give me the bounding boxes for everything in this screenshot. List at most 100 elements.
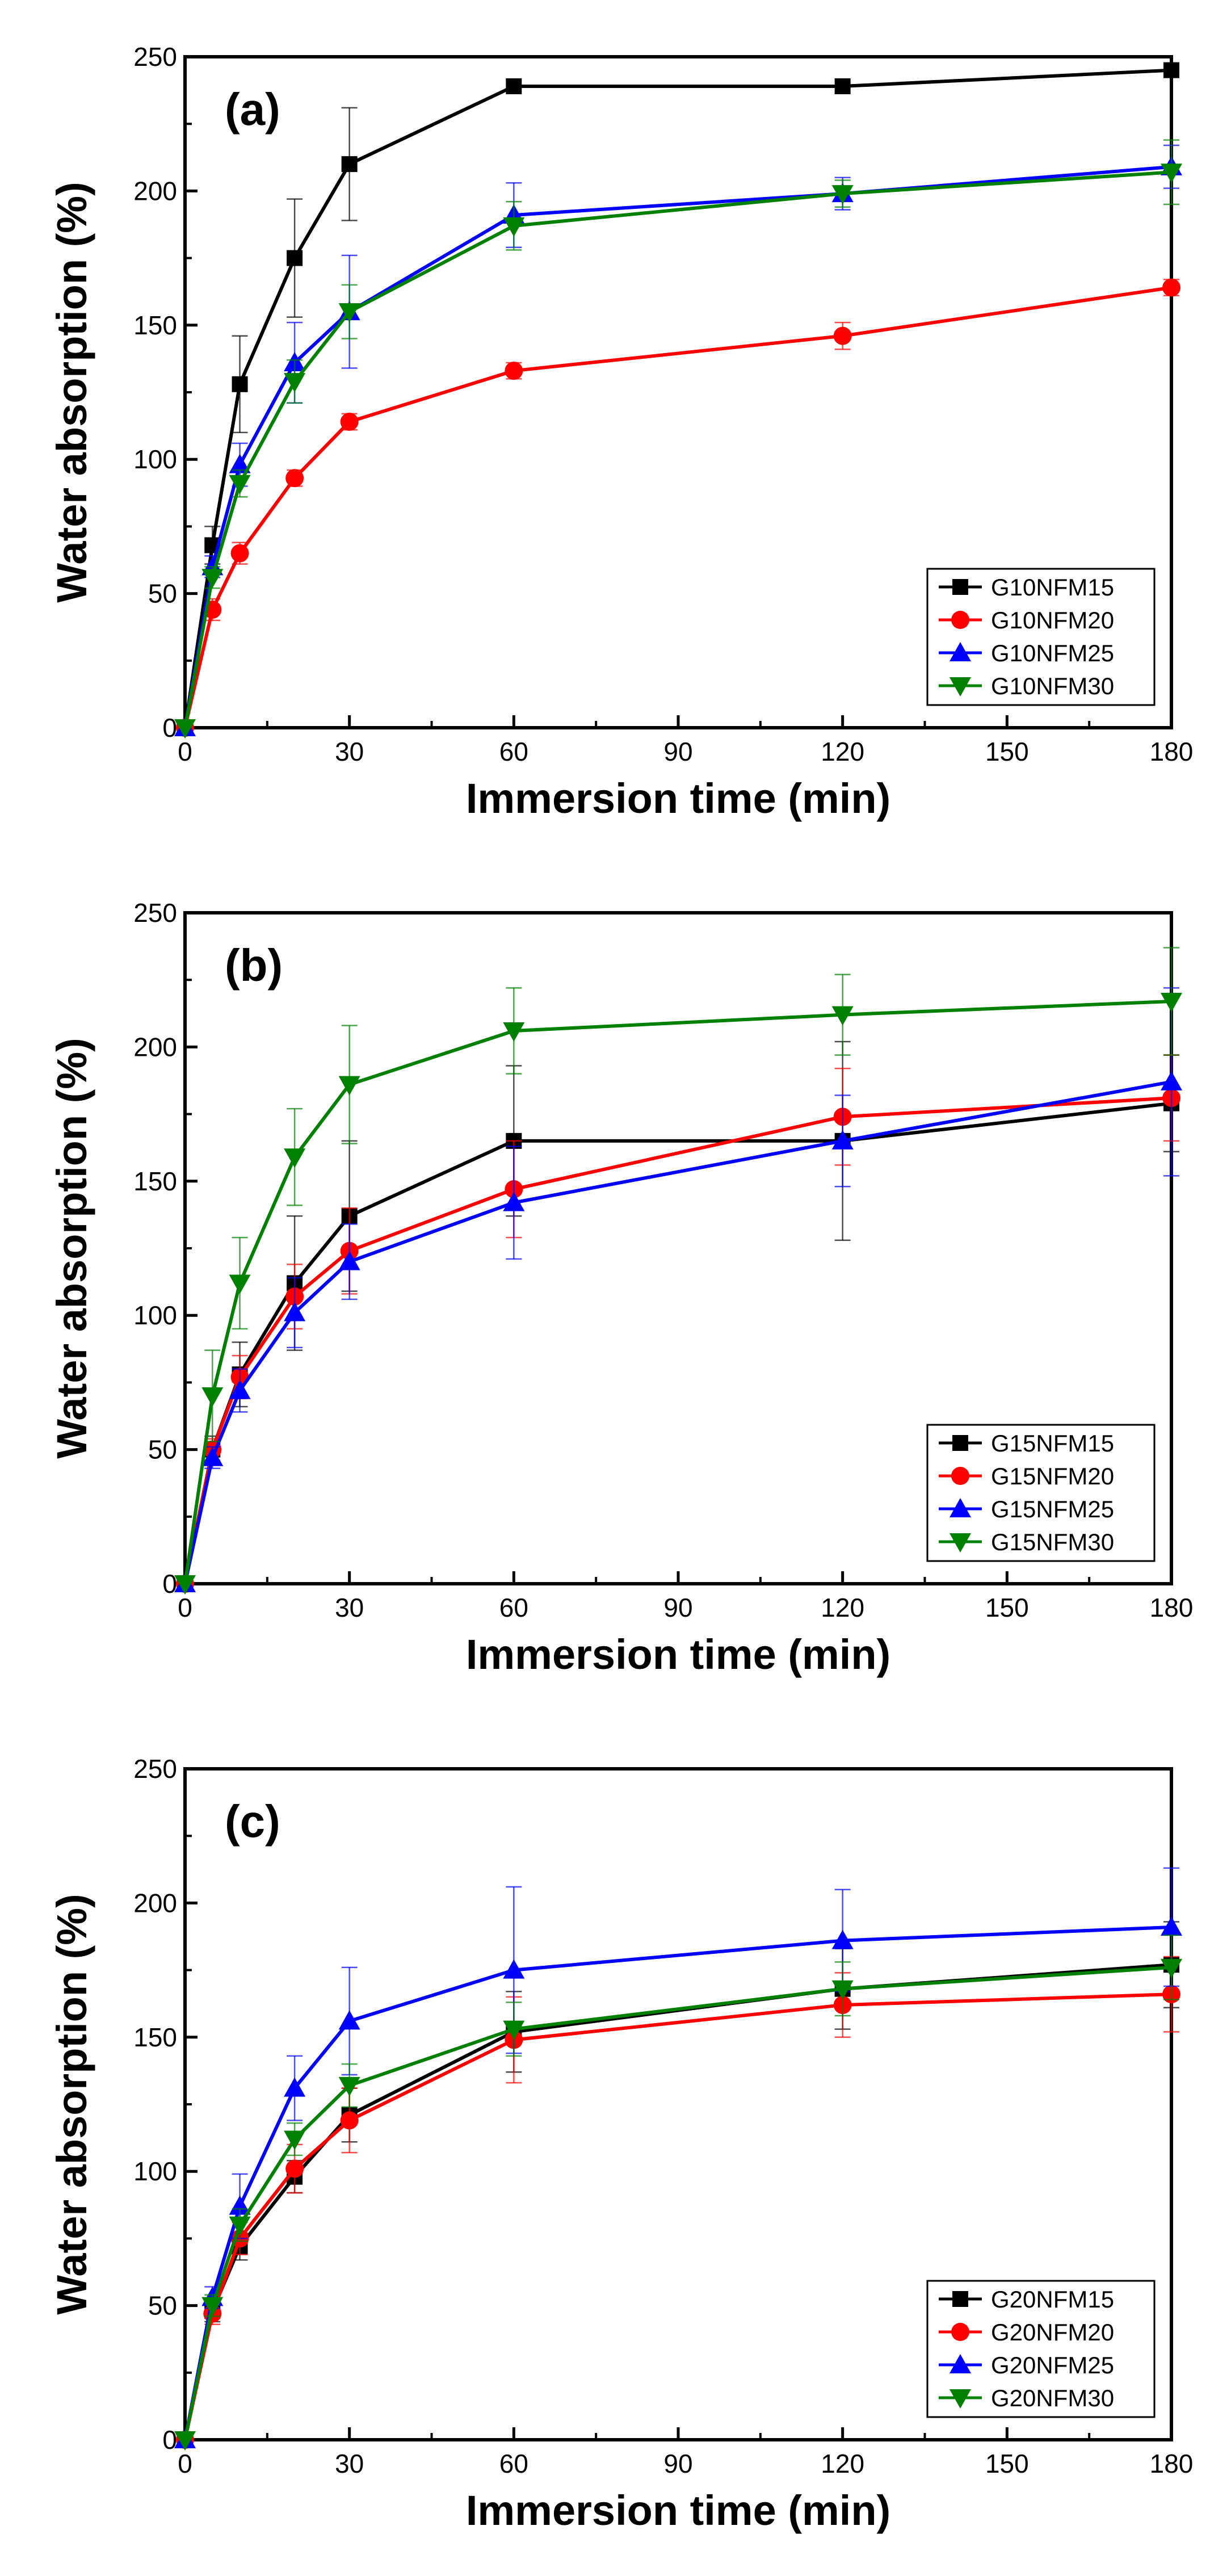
series-G20NFM30: [174, 1934, 1182, 2451]
legend-label: G10NFM15: [991, 574, 1114, 601]
data-point: [503, 217, 525, 237]
x-tick-label: 0: [178, 2449, 192, 2478]
y-tick-label: 0: [162, 713, 177, 742]
data-point: [503, 2020, 525, 2040]
legend-label: G10NFM30: [991, 673, 1114, 699]
data-point: [229, 2216, 251, 2236]
data-point: [230, 544, 249, 563]
panel-label: (a): [225, 84, 280, 135]
x-tick-label: 150: [985, 2449, 1029, 2478]
data-point: [834, 78, 851, 95]
series-G15NFM30: [174, 947, 1182, 1595]
data-point: [284, 373, 306, 393]
data-point: [506, 78, 522, 95]
data-point: [340, 413, 359, 431]
y-tick-label: 250: [133, 1754, 177, 1784]
panel-1: 0 30 60 90 120 150 180 0 50 100 150 200 250 Immersion…: [48, 898, 1193, 1678]
data-point: [341, 156, 358, 173]
y-axis-title: Water absorption (%): [48, 182, 95, 602]
y-tick-label: 200: [133, 176, 177, 205]
data-point: [503, 1191, 525, 1211]
data-point: [503, 1022, 525, 1042]
legend-label: G15NFM15: [991, 1430, 1114, 1457]
x-axis-title: Immersion time (min): [466, 1631, 890, 1678]
legend-marker: [952, 579, 968, 595]
y-tick-label: 200: [133, 1888, 177, 1918]
data-point: [340, 2111, 359, 2130]
x-axis-title: Immersion time (min): [466, 2487, 890, 2534]
x-tick-label: 90: [663, 2449, 692, 2478]
x-axis-title: Immersion time (min): [466, 775, 890, 822]
y-axis-title: Water absorption (%): [48, 1894, 95, 2314]
data-point: [1161, 993, 1182, 1013]
legend-label: G20NFM20: [991, 2319, 1114, 2346]
y-tick-label: 0: [162, 2425, 177, 2455]
series-line: [183, 1925, 1172, 2440]
legend: G15NFM15 G15NFM20 G15NFM25 G15NFM30: [926, 1424, 1156, 1562]
x-tick-label: 150: [985, 1593, 1029, 1622]
legend-marker: [949, 1498, 971, 1517]
data-point: [174, 1575, 196, 1595]
legend-label: G20NFM25: [991, 2352, 1114, 2378]
x-tick-label: 120: [821, 737, 864, 766]
y-tick-label: 100: [133, 2157, 177, 2186]
data-point: [338, 303, 360, 323]
data-point: [338, 1076, 360, 1096]
series-G10NFM20: [176, 278, 1180, 737]
y-tick-label: 250: [133, 898, 177, 928]
series-line: [183, 68, 1172, 728]
y-tick-label: 0: [162, 1569, 177, 1599]
legend-marker: [949, 642, 971, 661]
data-point: [201, 1446, 224, 1466]
x-tick-label: 180: [1150, 2449, 1194, 2478]
x-tick-label: 180: [1150, 737, 1194, 766]
data-point: [201, 1387, 224, 1407]
legend-label: G15NFM30: [991, 1529, 1114, 1555]
data-point: [1163, 62, 1179, 78]
series-line: [183, 165, 1172, 728]
y-tick-label: 150: [133, 1167, 177, 1196]
x-tick-label: 120: [821, 1593, 864, 1622]
series-line: [183, 286, 1172, 728]
data-point: [174, 2431, 196, 2451]
data-point: [229, 475, 251, 494]
legend: G10NFM15 G10NFM20 G10NFM25 G10NFM30: [926, 568, 1156, 706]
y-tick-label: 200: [133, 1032, 177, 1062]
data-point: [232, 376, 248, 392]
data-point: [229, 2195, 251, 2215]
x-tick-label: 60: [499, 2449, 528, 2478]
legend-label: G15NFM20: [991, 1463, 1114, 1490]
legend-marker: [949, 1533, 971, 1553]
legend-label: G10NFM20: [991, 607, 1114, 633]
legend-label: G15NFM25: [991, 1496, 1114, 1522]
x-tick-label: 120: [821, 2449, 864, 2478]
data-point: [284, 1148, 306, 1168]
panel-label: (b): [225, 940, 283, 991]
legend: G20NFM15 G20NFM20 G20NFM25 G20NFM30: [926, 2280, 1156, 2418]
legend-marker: [952, 1435, 968, 1451]
data-point: [503, 1959, 525, 1979]
panel-0: 0 30 60 90 120 150 180 0 50 100 150 200 250 Immersion…: [48, 42, 1193, 822]
data-point: [229, 1379, 251, 1399]
series-line: [183, 1965, 1172, 2440]
data-point: [285, 469, 304, 488]
data-point: [1161, 1071, 1182, 1090]
y-tick-label: 250: [133, 42, 177, 72]
x-tick-label: 30: [335, 2449, 364, 2478]
data-point: [201, 2297, 224, 2317]
legend-marker: [951, 2323, 969, 2341]
data-point: [1162, 278, 1180, 297]
y-tick-label: 50: [148, 2291, 177, 2321]
data-point: [1161, 1916, 1182, 1936]
data-point: [831, 185, 854, 205]
x-tick-label: 90: [663, 1593, 692, 1622]
data-point: [831, 1006, 854, 1026]
x-tick-label: 150: [985, 737, 1029, 766]
data-point: [831, 1929, 854, 1949]
series-G15NFM25: [174, 987, 1182, 1592]
series-line: [183, 1080, 1172, 1584]
x-tick-label: 60: [499, 1593, 528, 1622]
data-point: [1161, 163, 1182, 183]
